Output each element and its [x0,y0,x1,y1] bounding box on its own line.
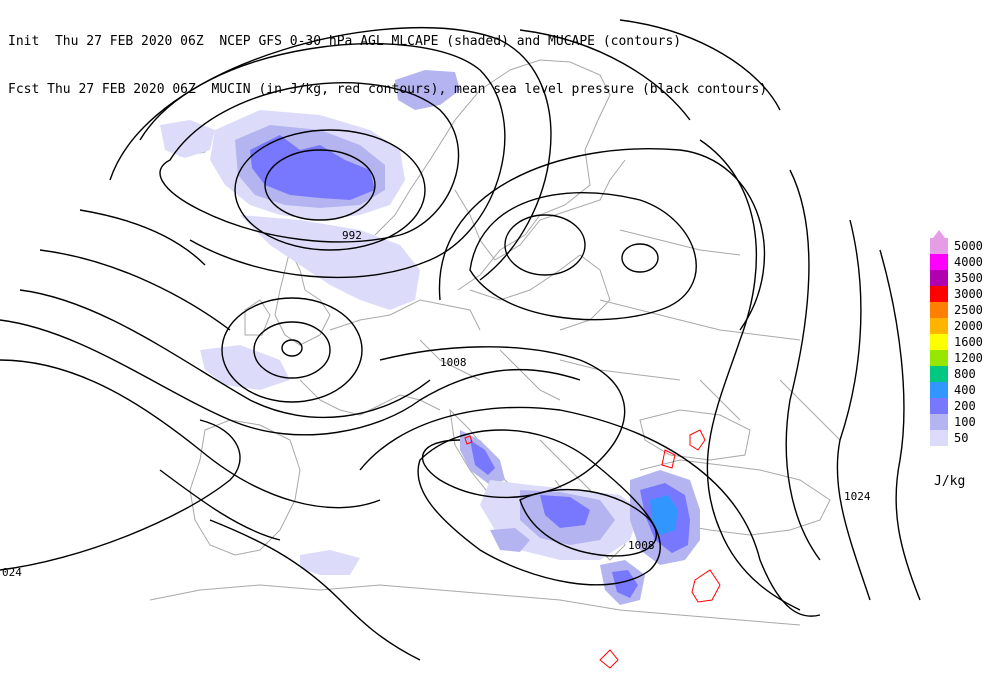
cape-area-norwegian-north [395,70,460,110]
legend-label: 5000 [954,239,983,253]
cape-shading [160,70,700,605]
isobar-sweep-3 [39,249,231,331]
isobar-north-east-2 [619,19,781,111]
mucin-contours [464,429,721,669]
isobar-low-russia-1 [621,243,659,273]
legend-entry-400: 400 [930,382,998,398]
legend-swatch [930,430,948,446]
isobar-east-2 [785,169,821,561]
isobar-med-outer [359,406,821,617]
legend-swatch [930,382,948,398]
legend-entry-200: 200 [930,398,998,414]
isobar-low-north-inner [264,149,376,221]
isobar-med-low-2 [519,488,657,557]
isobar-label-1008-med: 1008 [628,539,655,552]
isobar-sweep-2 [19,289,431,419]
isobar-sweep-4 [79,209,206,266]
isobar-low-russia-2 [504,214,586,276]
legend-swatch [930,270,948,286]
legend-label: 800 [954,367,976,381]
legend-label: 400 [954,383,976,397]
cape-area-tyrrhenian-dark [470,440,495,475]
isobar-1024-left [0,419,241,571]
legend-entry-5000: 5000 [930,238,998,254]
legend-entry-2500: 2500 [930,302,998,318]
legend-entry-1600: 1600 [930,334,998,350]
legend-entry-1200: 1200 [930,350,998,366]
isobar-low-north-outer [159,82,460,243]
isobar-east-1 [699,139,801,611]
isobar-label-024-left: 024 [2,566,22,579]
legend-label: 3500 [954,271,983,285]
isobars [0,19,921,661]
legend-swatch [930,350,948,366]
legend-label: 50 [954,431,969,445]
legend-label: 1200 [954,351,983,365]
isobar-russia-4 [438,148,766,331]
isobar-label-1008-central: 1008 [440,356,467,369]
isobar-1008-central [379,346,626,499]
isobar-sweep-1 [0,319,581,436]
mucin-contour-crete [691,569,721,603]
isobar-north-1 [139,43,506,279]
isobar-south-2 [159,469,281,541]
isobar-north-2 [109,26,552,281]
isobar-med-low-1 [417,429,662,586]
isobar-east-3 [879,249,921,601]
cape-area-north-sea [240,215,420,310]
isobar-low-britain-outer [221,297,363,403]
mucin-contour-turkey-2 [661,449,676,469]
isobar-south-1 [209,519,421,661]
cape-area-libya [300,550,360,575]
legend-label: 1600 [954,335,983,349]
legend-label: 4000 [954,255,983,269]
legend-entry-3000: 3000 [930,286,998,302]
legend-entry-50: 50 [930,430,998,446]
legend-swatch [930,414,948,430]
legend-entry-100: 100 [930,414,998,430]
cape-area-central-med-dark [540,495,590,528]
legend-swatch [930,238,948,254]
header-fcst-line: Fcst Thu 27 FEB 2020 06Z MUCIN (in J/kg,… [8,82,768,97]
legend-entry-3500: 3500 [930,270,998,286]
isobar-low-north-mid [234,129,426,251]
isobar-low-britain-inner [281,339,303,357]
header-init-line: Init Thu 27 FEB 2020 06Z NCEP GFS 0-30 h… [8,34,682,49]
legend-swatch [930,318,948,334]
legend-swatch [930,334,948,350]
color-legend: 5000 4000 3500 3000 2500 2000 1600 1200 800 400 20… [930,230,998,500]
legend-swatch [930,254,948,270]
legend-entry-4000: 4000 [930,254,998,270]
cape-area-atlantic [200,345,290,390]
legend-label: 200 [954,399,976,413]
cape-area-norwegian-sea-dark [250,135,375,200]
mucin-contour-italy [464,435,473,445]
legend-label: 2500 [954,303,983,317]
mucin-contour-turkey-1 [689,429,706,451]
isobar-label-992: 992 [342,229,362,242]
cape-area-aegean-strong [650,495,678,535]
legend-entry-800: 800 [930,366,998,382]
isobar-low-britain-mid [253,321,331,379]
legend-label: 2000 [954,319,983,333]
isobar-1024-east [836,219,871,601]
isobar-russia-3 [469,191,697,321]
cape-area-ionian-dark [612,570,638,598]
legend-swatch [930,366,948,382]
cape-area-sicily [490,528,530,552]
legend-entry-2000: 2000 [930,318,998,334]
mucin-contour-south [599,649,619,669]
isobar-north-east-1 [519,29,691,121]
legend-swatch [930,302,948,318]
isobar-label-1024-east: 1024 [844,490,871,503]
legend-units: J/kg [934,474,966,489]
map-header: Init Thu 27 FEB 2020 06Z NCEP GFS 0-30 h… [8,2,968,114]
legend-label: 3000 [954,287,983,301]
legend-swatch [930,398,948,414]
isobar-sweep-5 [0,359,381,509]
legend-label: 100 [954,415,976,429]
legend-swatch [930,286,948,302]
